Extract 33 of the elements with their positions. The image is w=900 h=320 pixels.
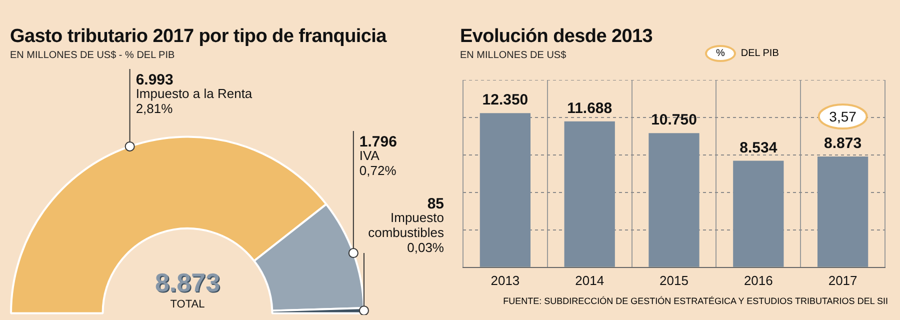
chart-title: Gasto tributario 2017 por tipo de franquicia xyxy=(10,26,386,48)
text: 2,81% xyxy=(136,101,174,116)
slice-label: IVA xyxy=(359,148,380,164)
bar xyxy=(648,133,700,267)
bar xyxy=(733,160,784,267)
text: 8.873 xyxy=(156,268,222,298)
text: TOTAL xyxy=(170,298,205,310)
bar xyxy=(817,156,868,267)
chart-title: Evolución desde 2013 xyxy=(460,26,653,48)
text: % DEL PIB xyxy=(716,48,779,59)
source-note: FUENTE: SUBDIRECCIÓN DE GESTIÓN ESTRATÉGICA Y ESTUDIOS TRIBUTARIOS DEL SII xyxy=(503,296,888,306)
text: 0,72% xyxy=(359,163,397,178)
bar xyxy=(480,113,531,267)
chart-subtitle: EN MILLONES DE US$ - % DEL PIB xyxy=(10,50,175,61)
chart-subtitle: EN MILLONES DE US$ xyxy=(460,50,566,61)
x-tick-label: 2016 xyxy=(744,272,773,288)
text: 0,03% xyxy=(407,240,444,256)
slice-label: Impuesto a la Renta xyxy=(136,86,253,102)
data-label: 85 xyxy=(427,196,444,213)
data-label: 12.350 xyxy=(482,92,528,109)
data-label: 11.688 xyxy=(567,100,612,118)
x-tick-label: 2015 xyxy=(660,272,688,288)
data-label: 8.534 xyxy=(740,139,778,156)
x-tick-label: 2014 xyxy=(575,272,604,288)
bar xyxy=(564,121,615,267)
slice-label: Impuesto combustibles xyxy=(368,210,444,240)
data-label: 6.993 xyxy=(136,72,174,89)
x-tick-label: 2017 xyxy=(828,272,858,288)
data-label: 1.796 xyxy=(359,134,397,151)
data-label: 8.873 xyxy=(824,135,862,152)
annotation: 3,57 xyxy=(829,108,857,124)
x-tick-label: 2013 xyxy=(490,272,520,288)
data-label: 10.750 xyxy=(651,112,697,129)
